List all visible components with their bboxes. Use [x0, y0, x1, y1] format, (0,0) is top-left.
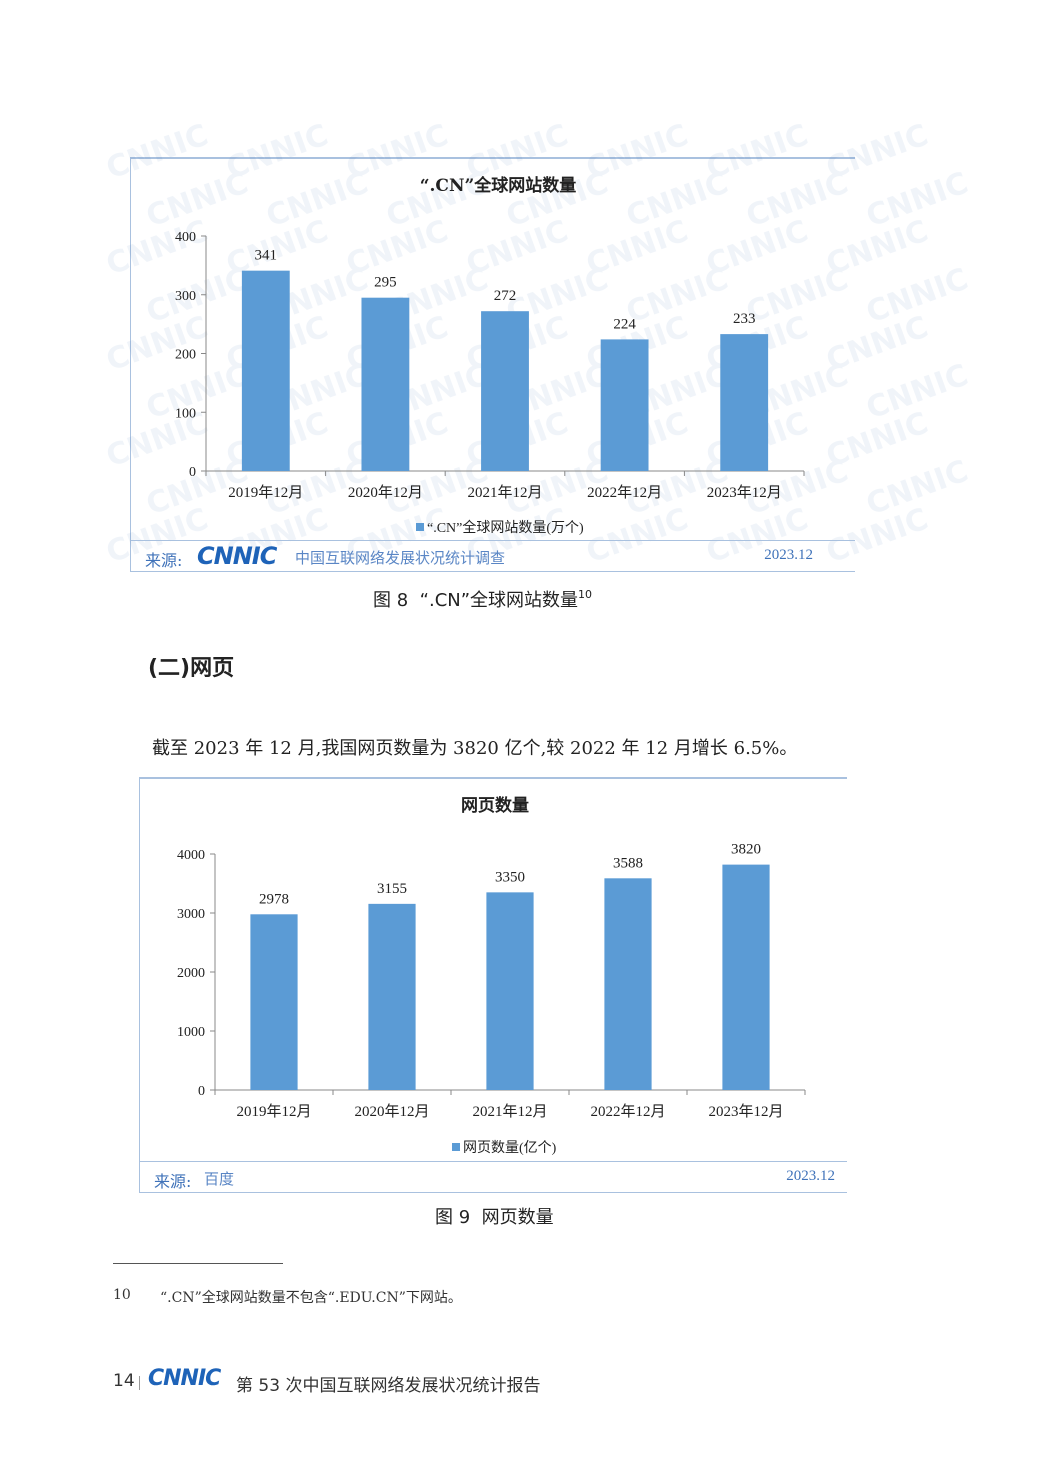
data-label: 272 — [494, 288, 517, 304]
source-date: 2023.12 — [764, 547, 813, 563]
y-tick-label: 400 — [175, 230, 196, 245]
source-label: 来源: — [145, 551, 183, 570]
bar — [481, 311, 529, 471]
x-tick-label: 2022年12月 — [590, 1103, 665, 1120]
cnnic-logo: CNNIC — [197, 542, 277, 570]
x-tick-label: 2020年12月 — [348, 484, 423, 501]
source-text: 百度 — [204, 1170, 235, 1188]
bar — [368, 903, 416, 1090]
source-text: 中国互联网络发展状况统计调查 — [295, 549, 506, 567]
bar — [722, 864, 770, 1090]
bar — [486, 892, 534, 1090]
footnote-divider — [113, 1263, 283, 1264]
footnote-ref: 10 — [578, 588, 593, 601]
legend-label: “.CN”全球网站数量(万个) — [427, 519, 584, 536]
figure-9-caption: 图 9 网页数量 — [435, 1203, 554, 1229]
data-label: 3155 — [377, 881, 407, 897]
chart-9-source-row: 来源: 百度 2023.12 — [140, 1161, 847, 1192]
y-tick-label: 300 — [175, 289, 196, 304]
x-tick-label: 2022年12月 — [587, 484, 662, 501]
footnote-text: “.CN”全球网站数量不包含“.EDU.CN”下网站。 — [160, 1290, 462, 1306]
chart-8-svg: CNNIC CNNIC CNNIC CNNIC CNNIC CNNIC CNNICCNNIC… — [102, 118, 973, 571]
legend: 网页数量(亿个) — [452, 1140, 557, 1156]
y-tick-label: 0 — [189, 465, 196, 480]
y-tick-label: 1000 — [177, 1025, 205, 1040]
page-number: 14 — [113, 1371, 135, 1391]
chart-figure-9: 网页数量 0 1000 2000 3000 4000 2978 2019年12月 3155 202… — [139, 777, 847, 1193]
data-label: 233 — [733, 311, 756, 327]
caption-prefix: 图 9 — [435, 1207, 471, 1228]
source-date: 2023.12 — [786, 1168, 835, 1184]
data-label: 3820 — [731, 842, 761, 858]
footer-cnnic-logo: CNNIC — [148, 1366, 221, 1391]
chart-title: “.CN”全球网站数量 — [420, 175, 577, 196]
figure-8-caption: 图 8 “.CN”全球网站数量10 — [373, 586, 592, 612]
bar — [361, 297, 410, 471]
x-tick-label: 2019年12月 — [236, 1103, 311, 1120]
watermark-text: CNNIC — [102, 118, 213, 187]
legend-label: 网页数量(亿个) — [463, 1140, 557, 1156]
report-title: 第 53 次中国互联网络发展状况统计报告 — [236, 1376, 541, 1396]
footnote-number: 10 — [113, 1287, 131, 1303]
caption-prefix: 图 8 — [373, 590, 409, 611]
source-label: 来源: — [154, 1172, 192, 1191]
footer-separator — [139, 1376, 140, 1390]
legend-swatch — [416, 523, 424, 531]
y-tick-label: 200 — [175, 348, 196, 363]
data-label: 2978 — [259, 891, 289, 907]
bar — [250, 914, 298, 1090]
caption-text: 网页数量 — [481, 1207, 554, 1228]
data-label: 341 — [255, 248, 277, 264]
x-tick-label: 2021年12月 — [472, 1103, 547, 1120]
data-label: 224 — [613, 316, 636, 332]
x-tick-label: 2019年12月 — [228, 484, 303, 501]
y-tick-label: 100 — [175, 406, 196, 421]
bar — [720, 334, 769, 471]
chart-figure-8: CNNIC CNNIC CNNIC CNNIC CNNIC CNNIC CNNIC CNNIC… — [102, 118, 973, 572]
chart-8-source-row: 来源: CNNIC 中国互联网络发展状况统计调查 2023.12 — [131, 540, 855, 571]
data-label: 295 — [374, 275, 397, 291]
legend-swatch — [452, 1143, 460, 1151]
y-tick-label: 0 — [198, 1084, 205, 1099]
chart-9-svg: 网页数量 0 1000 2000 3000 4000 2978 2019年12月 3155 202… — [177, 795, 806, 1156]
body-paragraph: 截至 2023 年 12 月,我国网页数量为 3820 亿个,较 2022 年 … — [152, 738, 798, 759]
bar — [604, 878, 652, 1090]
x-tick-label: 2023年12月 — [707, 484, 782, 501]
y-tick-label: 2000 — [177, 966, 205, 981]
bar — [241, 270, 290, 471]
chart-title: 网页数量 — [461, 795, 529, 816]
x-tick-label: 2020年12月 — [354, 1103, 429, 1120]
section-title: (二)网页 — [148, 656, 235, 681]
bar — [600, 339, 649, 471]
legend: “.CN”全球网站数量(万个) — [416, 519, 584, 536]
x-tick-label: 2021年12月 — [467, 484, 542, 501]
data-label: 3350 — [495, 869, 525, 885]
x-tick-label: 2023年12月 — [708, 1103, 783, 1120]
y-tick-label: 3000 — [177, 907, 205, 922]
data-label: 3588 — [613, 855, 643, 871]
caption-text: “.CN”全球网站数量 — [419, 590, 579, 611]
y-tick-label: 4000 — [177, 848, 205, 863]
